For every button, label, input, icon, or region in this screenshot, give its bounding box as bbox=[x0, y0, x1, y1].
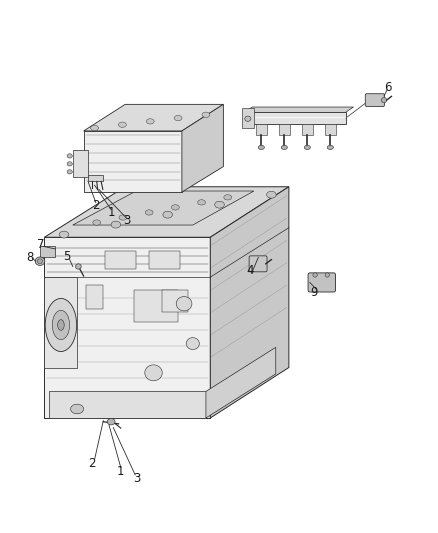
Ellipse shape bbox=[327, 146, 333, 150]
Ellipse shape bbox=[107, 418, 115, 425]
Ellipse shape bbox=[145, 210, 153, 215]
Polygon shape bbox=[210, 187, 289, 418]
Ellipse shape bbox=[118, 122, 126, 127]
Ellipse shape bbox=[58, 320, 64, 330]
FancyBboxPatch shape bbox=[325, 124, 336, 135]
FancyBboxPatch shape bbox=[134, 290, 177, 322]
Text: 9: 9 bbox=[311, 286, 318, 298]
Ellipse shape bbox=[198, 200, 205, 205]
Polygon shape bbox=[49, 391, 206, 418]
FancyBboxPatch shape bbox=[308, 273, 336, 292]
Ellipse shape bbox=[67, 169, 72, 174]
Ellipse shape bbox=[171, 205, 179, 210]
Text: 8: 8 bbox=[26, 252, 33, 264]
Polygon shape bbox=[44, 237, 210, 418]
Polygon shape bbox=[244, 112, 346, 124]
Ellipse shape bbox=[381, 98, 387, 103]
Ellipse shape bbox=[281, 146, 287, 150]
FancyBboxPatch shape bbox=[162, 290, 188, 312]
FancyBboxPatch shape bbox=[40, 246, 55, 257]
Text: 4: 4 bbox=[247, 264, 254, 277]
Ellipse shape bbox=[186, 337, 199, 350]
Polygon shape bbox=[44, 187, 289, 237]
Polygon shape bbox=[73, 191, 254, 225]
Polygon shape bbox=[242, 108, 254, 128]
Ellipse shape bbox=[37, 259, 42, 264]
Polygon shape bbox=[73, 150, 88, 177]
Ellipse shape bbox=[52, 310, 70, 340]
Polygon shape bbox=[88, 174, 103, 181]
Ellipse shape bbox=[76, 264, 81, 269]
Polygon shape bbox=[44, 277, 77, 368]
FancyBboxPatch shape bbox=[365, 94, 385, 107]
FancyBboxPatch shape bbox=[149, 251, 180, 269]
Ellipse shape bbox=[258, 146, 265, 150]
Ellipse shape bbox=[111, 221, 120, 228]
Text: 7: 7 bbox=[37, 238, 45, 251]
Polygon shape bbox=[244, 107, 353, 112]
Ellipse shape bbox=[245, 116, 251, 122]
FancyBboxPatch shape bbox=[256, 124, 267, 135]
Ellipse shape bbox=[176, 296, 192, 311]
Text: 3: 3 bbox=[133, 472, 141, 484]
Ellipse shape bbox=[35, 257, 45, 265]
Ellipse shape bbox=[146, 119, 154, 124]
Ellipse shape bbox=[67, 154, 72, 158]
Ellipse shape bbox=[202, 112, 210, 117]
Ellipse shape bbox=[91, 125, 99, 131]
Ellipse shape bbox=[93, 220, 101, 225]
Ellipse shape bbox=[304, 146, 311, 150]
Ellipse shape bbox=[59, 231, 69, 238]
Ellipse shape bbox=[71, 404, 84, 414]
FancyBboxPatch shape bbox=[249, 256, 267, 272]
Ellipse shape bbox=[174, 116, 182, 121]
Ellipse shape bbox=[119, 215, 127, 220]
Ellipse shape bbox=[67, 162, 72, 166]
Text: 2: 2 bbox=[88, 457, 95, 470]
Text: 6: 6 bbox=[384, 82, 391, 94]
Polygon shape bbox=[84, 131, 182, 192]
Ellipse shape bbox=[163, 211, 173, 218]
Ellipse shape bbox=[215, 201, 224, 208]
FancyBboxPatch shape bbox=[279, 124, 290, 135]
Ellipse shape bbox=[267, 191, 276, 198]
Polygon shape bbox=[206, 348, 276, 418]
Ellipse shape bbox=[145, 365, 162, 381]
Ellipse shape bbox=[45, 298, 77, 352]
Text: 5: 5 bbox=[64, 251, 71, 263]
Ellipse shape bbox=[224, 195, 232, 200]
Text: 3: 3 bbox=[124, 214, 131, 227]
FancyBboxPatch shape bbox=[106, 251, 136, 269]
FancyBboxPatch shape bbox=[302, 124, 313, 135]
Polygon shape bbox=[84, 104, 223, 131]
Text: 2: 2 bbox=[92, 199, 99, 212]
Text: 1: 1 bbox=[117, 465, 124, 478]
Text: 1: 1 bbox=[108, 206, 115, 219]
Ellipse shape bbox=[313, 273, 317, 277]
Polygon shape bbox=[182, 104, 223, 192]
Ellipse shape bbox=[325, 273, 329, 277]
FancyBboxPatch shape bbox=[86, 285, 103, 309]
